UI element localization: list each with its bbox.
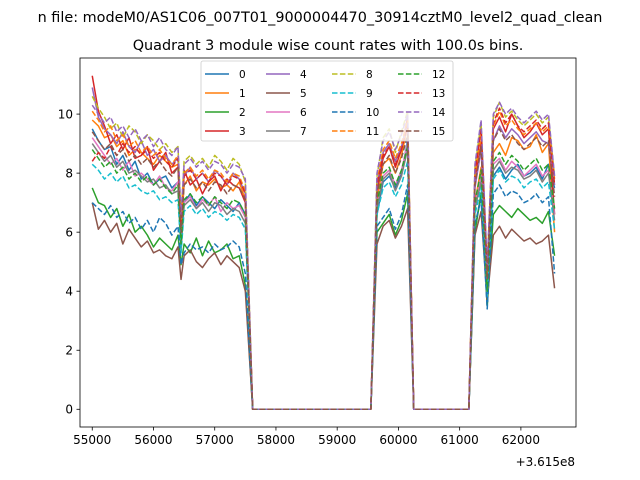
plot-lines [91,75,556,411]
legend-frame [200,60,454,142]
y-axis-ticks: 0 2 4 6 8 10 [58,107,80,417]
y-tick-label: 6 [65,225,73,239]
legend-label-9: 9 [366,88,373,100]
legend-label-1: 1 [239,88,246,100]
series-line-7 [91,143,556,411]
x-tick-label: 58000 [257,433,295,447]
figure-suptitle: n file: modeM0/AS1C06_007T01_9000004470_… [38,10,603,26]
x-tick-label: 62000 [502,433,540,447]
legend-label-0: 0 [239,69,246,81]
series-line-2 [91,187,556,411]
series-line-15 [91,128,556,411]
legend-label-6: 6 [300,107,307,119]
legend-label-3: 3 [239,126,246,138]
legend-label-11: 11 [366,126,379,138]
y-tick-label: 2 [65,344,73,358]
legend-label-12: 12 [432,69,445,81]
legend-label-10: 10 [366,107,379,119]
series-line-8 [91,96,556,411]
y-tick-label: 10 [58,107,73,121]
x-tick-label: 60000 [379,433,417,447]
chart-title: Quadrant 3 module wise count rates with … [133,38,524,54]
series-line-13 [91,107,556,411]
y-tick-label: 0 [65,403,73,417]
legend-label-14: 14 [432,107,446,119]
x-tick-label: 61000 [441,433,479,447]
x-tick-label: 56000 [134,433,172,447]
legend-label-7: 7 [300,126,307,138]
series-line-11 [91,110,556,411]
series-line-9 [91,160,556,411]
series-line-10 [91,184,556,411]
legend-label-13: 13 [432,88,445,100]
x-tick-label: 57000 [196,433,234,447]
x-axis-ticks: 55000 56000 57000 58000 59000 60000 61000 62000 [73,427,540,447]
x-tick-label: 55000 [73,433,111,447]
series-line-14 [91,101,556,411]
legend-label-8: 8 [366,69,373,81]
x-tick-label: 59000 [318,433,356,447]
legend-label-2: 2 [239,107,246,119]
series-line-12 [91,145,556,411]
series-line-4 [91,87,556,411]
y-tick-label: 8 [65,166,73,180]
axes-frame [79,57,577,428]
series-line-6 [91,137,556,411]
legend-label-4: 4 [300,69,307,81]
series-line-5 [91,202,556,411]
legend-label-15: 15 [432,126,445,138]
legend-label-5: 5 [300,88,307,100]
x-offset-label: +3.615e8 [516,455,575,469]
y-tick-label: 4 [65,285,73,299]
